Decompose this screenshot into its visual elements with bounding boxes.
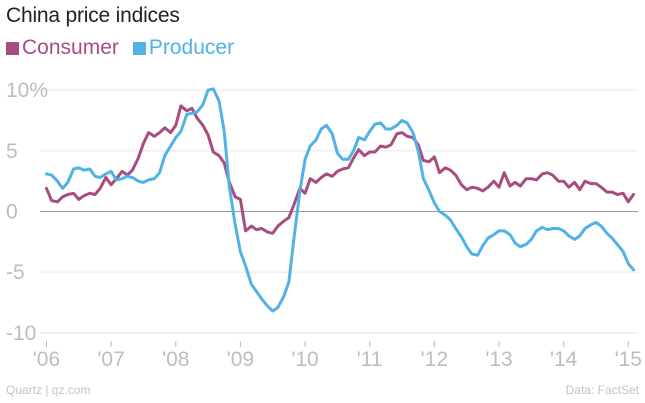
y-tick-label: 0: [6, 201, 18, 224]
source-credit: Quartz | qz.com: [6, 383, 91, 397]
y-tick-label: -10: [6, 322, 36, 345]
series-line-producer: [45, 87, 635, 313]
x-tick-label: '13: [485, 348, 512, 371]
x-tick-label: '11: [357, 348, 383, 371]
legend-item-producer: Producer: [132, 36, 235, 60]
x-tick-label: '14: [550, 348, 578, 371]
consumer-swatch-icon: [6, 41, 19, 55]
y-tick-label: -5: [6, 261, 25, 284]
x-tick-label: '06: [33, 348, 60, 371]
legend-label-producer: Producer: [148, 36, 235, 59]
data-source: Data: FactSet: [565, 383, 639, 397]
legend-label-consumer: Consumer: [22, 36, 119, 59]
x-tick-label: '07: [97, 348, 124, 371]
legend-item-consumer: Consumer: [6, 36, 119, 60]
legend: Consumer Producer: [6, 36, 234, 60]
x-tick-label: '08: [162, 348, 189, 371]
series-line-consumer: [45, 104, 635, 235]
x-tick-label: '09: [227, 348, 254, 371]
y-tick-label: 5: [6, 140, 18, 163]
producer-swatch-icon: [132, 41, 146, 55]
x-tick-label: '12: [421, 348, 448, 371]
x-tick-label: '15: [615, 348, 642, 371]
x-tick-label: '10: [291, 348, 318, 371]
y-tick-label: 10%: [6, 79, 48, 102]
chart-title: China price indices: [6, 4, 180, 27]
